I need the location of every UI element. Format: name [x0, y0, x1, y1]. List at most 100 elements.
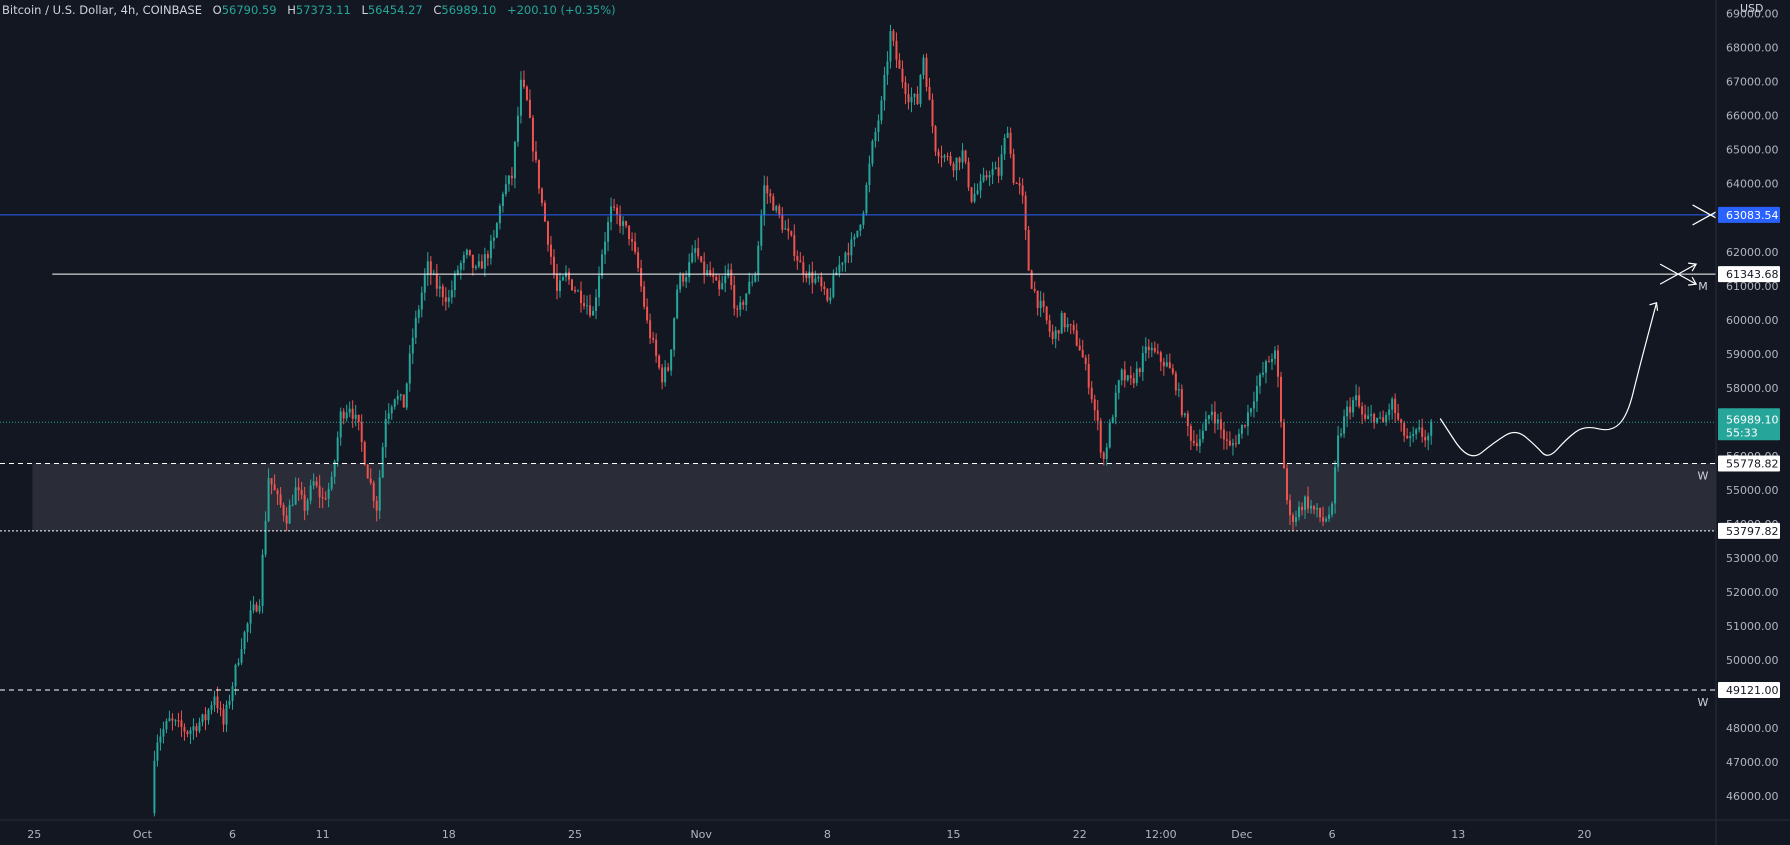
candle-body [216, 696, 219, 709]
candle-body [1009, 132, 1012, 155]
candle-body [1204, 419, 1207, 431]
candle-body [1090, 387, 1093, 400]
candle-body [1252, 401, 1255, 409]
candle-body [1177, 389, 1180, 391]
candle-body [1063, 312, 1066, 328]
candle-body [435, 273, 438, 289]
candle-body [279, 494, 282, 505]
candle-body [324, 498, 327, 500]
candle-body [1006, 132, 1009, 138]
candle-body [1331, 503, 1334, 515]
level-price-label: 53797.82 [1726, 525, 1779, 538]
candle-body [486, 254, 489, 259]
candle-body [1045, 306, 1048, 321]
y-tick-label: 53000.00 [1726, 552, 1779, 565]
candle-body [1328, 514, 1331, 519]
candle-body [670, 349, 673, 371]
y-tick-label: 67000.00 [1726, 76, 1779, 89]
candle-body [595, 297, 598, 311]
candle-body [733, 285, 736, 309]
candle-body [805, 274, 808, 279]
candle-body [823, 286, 826, 290]
candle-body [1295, 517, 1298, 522]
candle-body [868, 163, 871, 185]
candle-body [916, 93, 919, 105]
projection-arrowhead [1649, 302, 1659, 311]
candle-body [634, 241, 637, 253]
candle-body [1051, 331, 1054, 339]
candle-body [964, 150, 967, 162]
candle-body [949, 155, 952, 164]
candle-body [739, 302, 742, 310]
candle-body [303, 494, 306, 511]
low-label: L [361, 3, 368, 17]
y-tick-label: 64000.00 [1726, 178, 1779, 191]
candle-body [925, 57, 928, 87]
candle-body [345, 412, 348, 419]
candle-body [372, 482, 375, 501]
candle-body [1279, 376, 1282, 423]
candle-body [1033, 288, 1036, 291]
candle-body [607, 222, 610, 242]
candle-body [159, 736, 162, 743]
candle-body [622, 221, 625, 226]
x-tick-label: 25 [27, 828, 41, 841]
candle-body [724, 276, 727, 284]
candle-body [1373, 414, 1376, 423]
candle-body [162, 729, 165, 737]
candle-body [378, 477, 381, 511]
currency-label[interactable]: USD [1740, 2, 1764, 15]
candle-body [1078, 345, 1081, 351]
candle-body [697, 248, 700, 257]
candle-body [1304, 496, 1307, 511]
candle-body [973, 193, 976, 202]
candle-body [919, 74, 922, 105]
x-tick-label: 20 [1577, 828, 1591, 841]
candle-body [201, 714, 204, 723]
candle-body [390, 406, 393, 414]
candle-body [1012, 154, 1015, 183]
candle-body [1192, 440, 1195, 444]
candle-body [646, 306, 649, 321]
candle-body [811, 271, 814, 283]
candle-body [444, 297, 447, 302]
x-tick-label: Oct [133, 828, 153, 841]
candle-body [1388, 409, 1391, 415]
candle-body [673, 318, 676, 350]
candle-body [799, 260, 802, 263]
candle-body [429, 261, 432, 275]
candle-body [174, 720, 177, 722]
candle-body [1042, 300, 1045, 307]
candle-body [489, 240, 492, 259]
candle-body [1093, 399, 1096, 411]
candle-body [1301, 506, 1304, 511]
candle-body [772, 196, 775, 211]
current-price-badge [1718, 408, 1780, 441]
candle-body [1213, 411, 1216, 424]
candle-body [207, 709, 210, 721]
candle-body [778, 206, 781, 216]
candle-body [742, 302, 745, 305]
candle-body [294, 487, 297, 505]
candle-body [1123, 369, 1126, 381]
candle-body [222, 709, 225, 725]
level-price-label: 63083.54 [1726, 209, 1779, 222]
level-tag: W [1698, 696, 1709, 709]
candle-body [1099, 420, 1102, 453]
candle-body [580, 290, 583, 304]
candle-body [1228, 440, 1231, 446]
candle-body [1276, 350, 1279, 377]
candle-body [1003, 137, 1006, 155]
candle-body [1015, 182, 1018, 184]
candle-body [709, 270, 712, 276]
candle-body [156, 742, 159, 761]
candle-body [661, 367, 664, 383]
candle-body [1027, 229, 1030, 271]
candle-body [628, 225, 631, 240]
candle-body [1418, 427, 1421, 430]
candle-body [1186, 413, 1189, 426]
candle-body [784, 228, 787, 230]
candle-body [859, 224, 862, 231]
candle-body [312, 481, 315, 486]
